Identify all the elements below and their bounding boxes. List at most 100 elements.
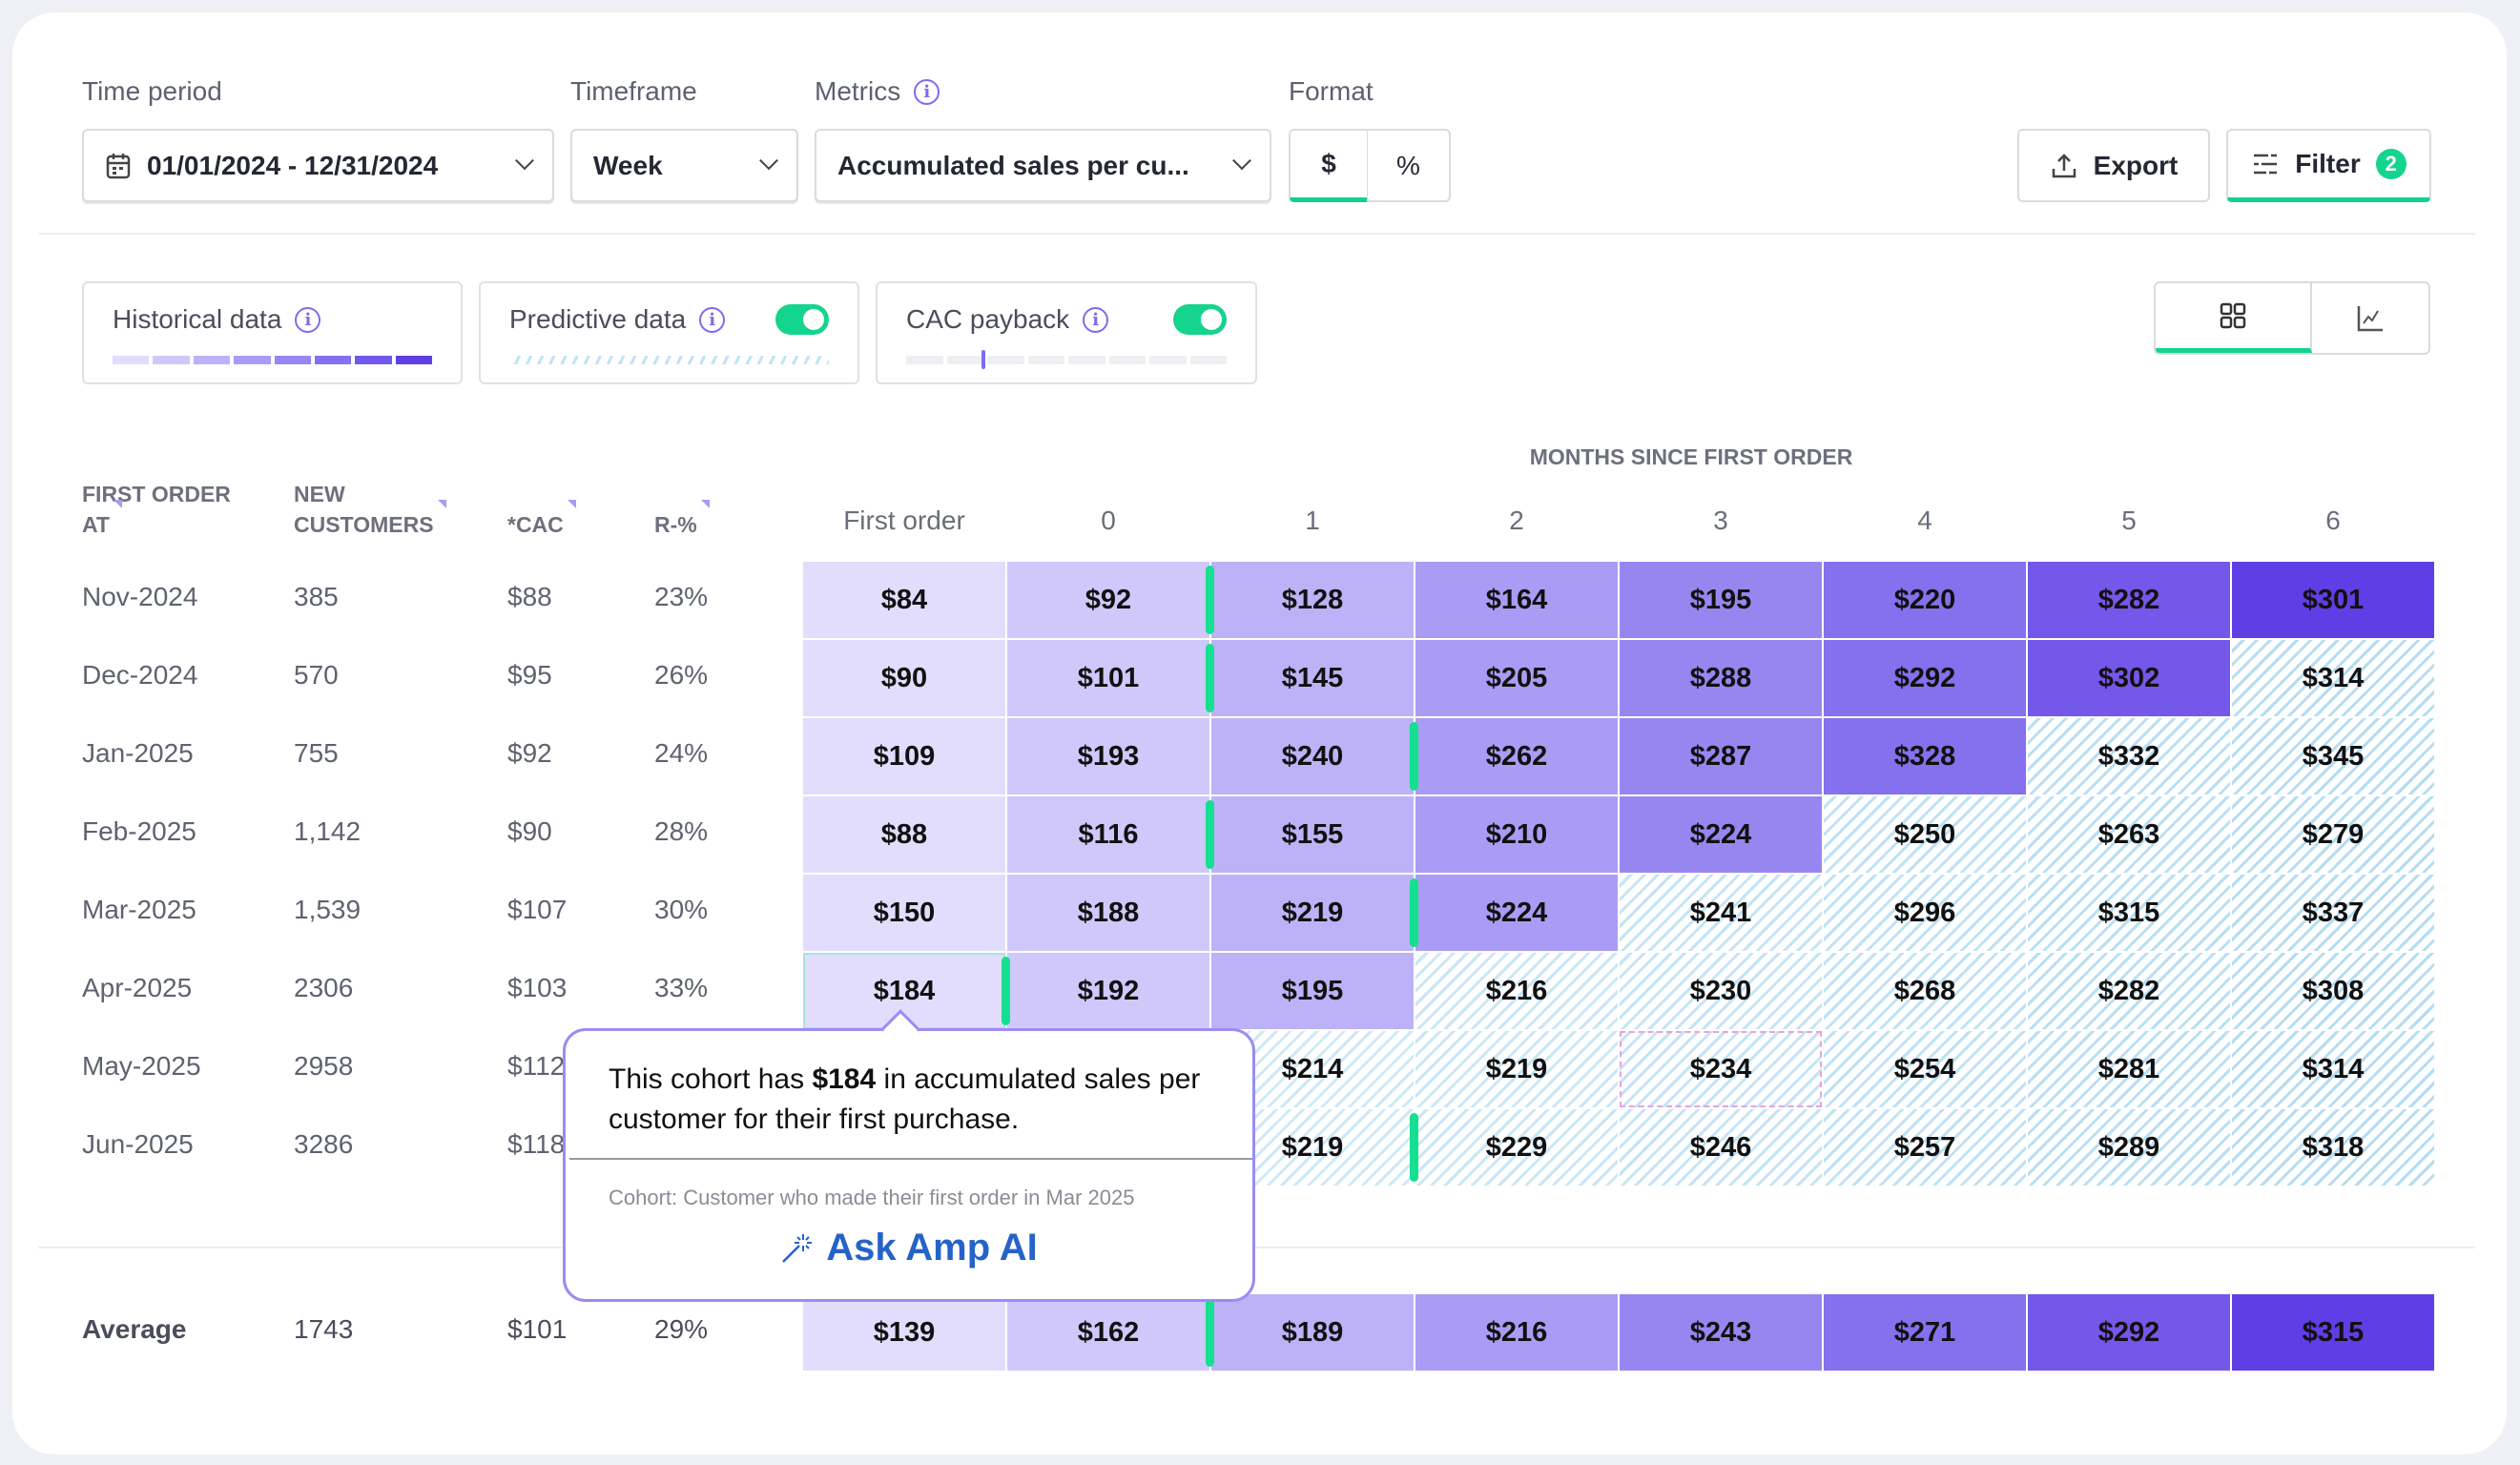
timeframe-dropdown[interactable]: Week xyxy=(570,129,798,202)
predictive-data-toggle[interactable] xyxy=(775,304,829,335)
cohort-cell-historical[interactable]: $84 xyxy=(803,562,1005,638)
month-column-header: 2 xyxy=(1509,506,1524,535)
cac-payback-marker xyxy=(1206,566,1214,634)
cohort-cell-historical[interactable]: $282 xyxy=(2028,562,2230,638)
cohort-cell-historical[interactable]: $189 xyxy=(1211,1294,1414,1371)
cohort-cell-predicted[interactable]: $296 xyxy=(1824,875,2026,951)
cohort-cell-historical[interactable]: $195 xyxy=(1620,562,1822,638)
cohort-cell-historical[interactable]: $262 xyxy=(1415,718,1618,794)
cohort-cell-predicted[interactable]: $263 xyxy=(2028,796,2230,873)
cohort-cell-historical[interactable]: $302 xyxy=(2028,640,2230,716)
cohort-cell-historical[interactable]: $92 xyxy=(1007,562,1209,638)
cohort-cell-historical[interactable]: $101 xyxy=(1007,640,1209,716)
ask-amp-ai-button[interactable]: Ask Amp AI xyxy=(566,1227,1252,1269)
cohort-cell-historical[interactable]: $162 xyxy=(1007,1294,1209,1371)
cohort-cell-predicted[interactable]: $279 xyxy=(2232,796,2434,873)
cohort-cell-predicted[interactable]: $246 xyxy=(1620,1109,1822,1186)
cohort-cell-historical[interactable]: $109 xyxy=(803,718,1005,794)
cohort-cell-predicted[interactable]: $345 xyxy=(2232,718,2434,794)
info-icon[interactable]: i xyxy=(914,78,940,105)
cohort-cell-historical[interactable]: $216 xyxy=(1415,1294,1618,1371)
cohort-cell-predicted[interactable]: $268 xyxy=(1824,953,2026,1029)
divider xyxy=(38,1247,2475,1248)
format-dollar-button[interactable]: $ xyxy=(1289,129,1368,202)
cohort-cell-historical[interactable]: $292 xyxy=(1824,640,2026,716)
cohort-cell-predicted[interactable]: $229 xyxy=(1415,1109,1618,1186)
cohort-cell-historical[interactable]: $192 xyxy=(1007,953,1209,1029)
cohort-cell-predicted[interactable]: $282 xyxy=(2028,953,2230,1029)
cohort-cell-historical[interactable]: $328 xyxy=(1824,718,2026,794)
cohort-cell-historical[interactable]: $205 xyxy=(1415,640,1618,716)
grid-view-button[interactable] xyxy=(2156,283,2312,353)
cohort-cell-predicted[interactable]: $216 xyxy=(1415,953,1618,1029)
cohort-cell-historical[interactable]: $128 xyxy=(1211,562,1414,638)
cohort-cell-historical[interactable]: $150 xyxy=(803,875,1005,951)
cohort-cell-predicted[interactable]: $250 xyxy=(1824,796,2026,873)
tooltip-text: This cohort has xyxy=(609,1063,813,1095)
cohort-cell-predicted[interactable]: $289 xyxy=(2028,1109,2230,1186)
cohort-cell-historical[interactable]: $188 xyxy=(1007,875,1209,951)
cohort-cell-predicted[interactable]: $281 xyxy=(2028,1031,2230,1107)
info-icon[interactable]: i xyxy=(295,306,321,333)
cohort-cell-predicted[interactable]: $254 xyxy=(1824,1031,2026,1107)
cohort-cell-predicted[interactable]: $219 xyxy=(1415,1031,1618,1107)
column-header-first-order-at[interactable]: FIRST ORDER AT xyxy=(82,479,235,540)
cohort-cell-historical[interactable]: $315 xyxy=(2232,1294,2434,1371)
tooltip-cohort-note: Cohort: Customer who made their first or… xyxy=(609,1186,1135,1209)
cac-payback-toggle[interactable] xyxy=(1173,304,1227,335)
cohort-cell-historical[interactable]: $193 xyxy=(1007,718,1209,794)
cohort-cell-predicted[interactable]: $315 xyxy=(2028,875,2230,951)
column-header-new-customers[interactable]: NEW CUSTOMERS xyxy=(294,479,465,540)
cohort-cell-predicted[interactable]: $234 xyxy=(1620,1031,1822,1107)
cohort-cell-predicted[interactable]: $318 xyxy=(2232,1109,2434,1186)
cohort-label: Dec-2024 xyxy=(82,660,198,690)
cohort-cell-historical[interactable]: $287 xyxy=(1620,718,1822,794)
format-percent-button[interactable]: % xyxy=(1367,129,1451,202)
column-header-cac[interactable]: *CAC xyxy=(507,500,576,540)
export-label: Export xyxy=(2093,150,2179,180)
export-button[interactable]: Export xyxy=(2017,129,2210,202)
cohort-cell-historical[interactable]: $224 xyxy=(1620,796,1822,873)
cohort-cell-historical[interactable]: $220 xyxy=(1824,562,2026,638)
cohort-cell-historical[interactable]: $164 xyxy=(1415,562,1618,638)
cohort-cell-historical[interactable]: $301 xyxy=(2232,562,2434,638)
cohort-cell-historical[interactable]: $219 xyxy=(1211,875,1414,951)
cohort-cell-historical[interactable]: $145 xyxy=(1211,640,1414,716)
cohort-cell-historical[interactable]: $288 xyxy=(1620,640,1822,716)
metrics-dropdown[interactable]: Accumulated sales per cu... xyxy=(815,129,1271,202)
cohort-cell-predicted[interactable]: $314 xyxy=(2232,640,2434,716)
filter-button[interactable]: Filter 2 xyxy=(2226,129,2431,202)
cohort-cell-historical[interactable]: $271 xyxy=(1824,1294,2026,1371)
column-header-r-pct[interactable]: R-% xyxy=(654,500,710,540)
month-column-header: 6 xyxy=(2325,506,2341,535)
cohort-cell-historical[interactable]: $292 xyxy=(2028,1294,2230,1371)
cohort-cell-historical[interactable]: $155 xyxy=(1211,796,1414,873)
chart-view-button[interactable] xyxy=(2312,283,2428,353)
cohort-cell-predicted[interactable]: $257 xyxy=(1824,1109,2026,1186)
cohort-cell-predicted[interactable]: $241 xyxy=(1620,875,1822,951)
cohort-cell-predicted[interactable]: $314 xyxy=(2232,1031,2434,1107)
cac-payback-marker xyxy=(1410,722,1418,791)
cohort-cell-historical[interactable]: $243 xyxy=(1620,1294,1822,1371)
cohort-cell-predicted[interactable]: $308 xyxy=(2232,953,2434,1029)
cohort-cell-historical[interactable]: $240 xyxy=(1211,718,1414,794)
cohort-cell-historical[interactable]: $195 xyxy=(1211,953,1414,1029)
time-period-dropdown[interactable]: 01/01/2024 - 12/31/2024 xyxy=(82,129,554,202)
r-pct-value: 28% xyxy=(654,816,709,846)
cohort-cell-historical[interactable]: $210 xyxy=(1415,796,1618,873)
info-icon[interactable]: i xyxy=(1083,306,1109,333)
cohort-cell-historical[interactable]: $139 xyxy=(803,1294,1005,1371)
cohort-label: Nov-2024 xyxy=(82,582,198,611)
cac-value: $118 xyxy=(507,1129,566,1159)
cohort-cell-historical[interactable]: $90 xyxy=(803,640,1005,716)
metrics-label-group: Metrics i xyxy=(815,76,940,107)
info-icon[interactable]: i xyxy=(699,306,726,333)
cohort-cell-predicted[interactable]: $332 xyxy=(2028,718,2230,794)
cohort-cell-predicted[interactable]: $337 xyxy=(2232,875,2434,951)
cohort-cell-historical[interactable]: $116 xyxy=(1007,796,1209,873)
divider xyxy=(38,233,2475,235)
cohort-cell-historical[interactable]: $88 xyxy=(803,796,1005,873)
cohort-cell-historical[interactable]: $224 xyxy=(1415,875,1618,951)
r-pct-value: 33% xyxy=(654,973,709,1002)
cohort-cell-predicted[interactable]: $230 xyxy=(1620,953,1822,1029)
